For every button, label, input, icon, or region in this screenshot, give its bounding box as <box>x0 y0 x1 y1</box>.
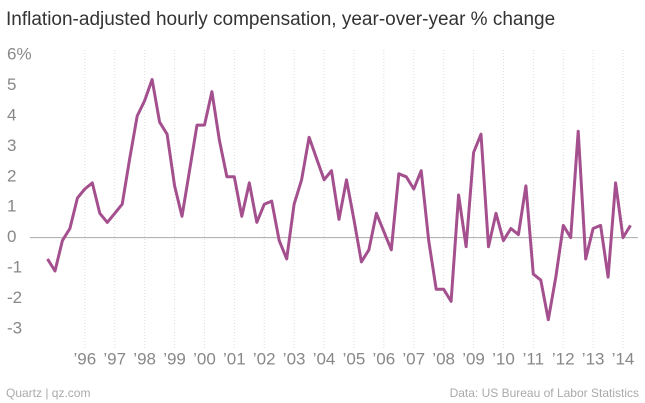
x-tick-label: ’97 <box>103 349 126 368</box>
x-tick-label: ’07 <box>402 349 425 368</box>
x-tick-label: ’10 <box>492 349 515 368</box>
x-tick-label: ’11 <box>523 349 544 368</box>
x-tick-label: ’98 <box>133 349 156 368</box>
x-tick-label: ’14 <box>612 349 635 368</box>
x-tick-label: ’08 <box>432 349 455 368</box>
y-tick-label: 6% <box>7 45 32 64</box>
y-tick-label: -2 <box>7 288 22 307</box>
x-tick-label: ’13 <box>582 349 605 368</box>
y-tick-label: 5 <box>7 75 16 94</box>
x-tick-label: ’02 <box>253 349 276 368</box>
x-tick-label: ’00 <box>193 349 216 368</box>
chart-title: Inflation-adjusted hourly compensation, … <box>6 9 555 30</box>
y-tick-label: 2 <box>7 166 16 185</box>
x-tick-label: ’96 <box>74 349 97 368</box>
x-tick-label: ’01 <box>223 349 246 368</box>
y-tick-label: 1 <box>7 197 16 216</box>
x-tick-label: ’04 <box>313 349 336 368</box>
credit: Quartz | qz.com <box>6 386 90 400</box>
y-tick-label: 3 <box>7 136 16 155</box>
y-tick-label: 0 <box>7 227 16 246</box>
x-tick-label: ’12 <box>552 349 575 368</box>
y-tick-label: 4 <box>7 105 16 124</box>
y-tick-label: -1 <box>7 257 22 276</box>
x-tick-label: ’99 <box>163 349 186 368</box>
x-tick-label: ’09 <box>462 349 485 368</box>
x-tick-label: ’05 <box>343 349 366 368</box>
x-tick-label: ’06 <box>373 349 396 368</box>
x-tick-label: ’03 <box>283 349 306 368</box>
source: Data: US Bureau of Labor Statistics <box>450 386 639 400</box>
y-tick-label: -3 <box>7 318 22 337</box>
series-line <box>46 78 632 322</box>
